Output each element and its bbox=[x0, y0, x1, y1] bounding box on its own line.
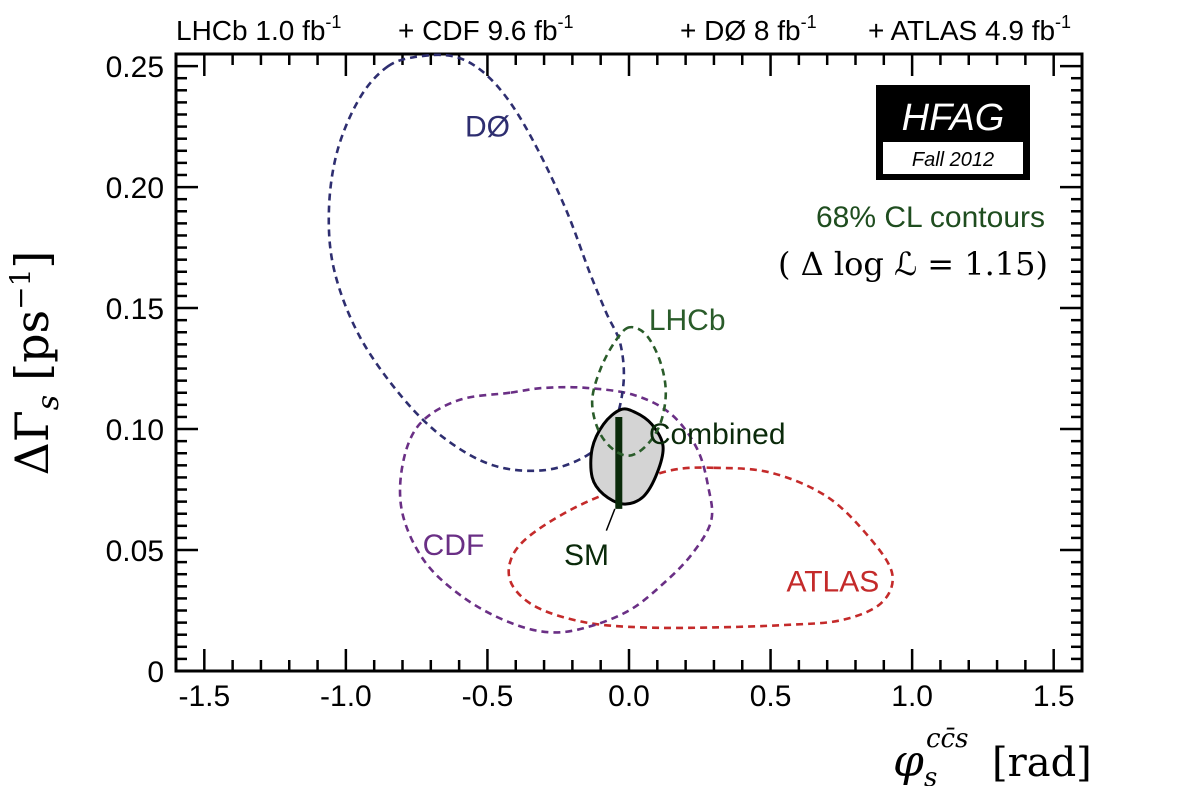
label-sm: SM bbox=[564, 539, 609, 572]
x-tick-label: -1.0 bbox=[320, 680, 372, 713]
x-axis-label: φ s cc̄s [rad] bbox=[893, 724, 1092, 786]
label-combined: Combined bbox=[649, 418, 786, 451]
contour-atlas bbox=[507, 466, 895, 630]
title-part-atlas: + ATLAS 4.9 fb-1 bbox=[868, 12, 1071, 46]
contour-labels: DØ LHCb CDF ATLAS Combined SM bbox=[423, 111, 880, 599]
label-do: DØ bbox=[465, 111, 510, 144]
x-tick-label: 1.0 bbox=[891, 680, 933, 713]
y-label-unit: [ps bbox=[5, 310, 59, 381]
y-tick-labels: 0 0.05 0.10 0.15 0.20 0.25 bbox=[106, 51, 164, 689]
x-tick-label: -0.5 bbox=[462, 680, 514, 713]
title-part-d0: + DØ 8 fb-1 bbox=[680, 12, 817, 46]
x-tick-label: -1.5 bbox=[178, 680, 230, 713]
sm-pointer bbox=[605, 508, 616, 531]
y-label-unit-sup: −1 bbox=[4, 269, 37, 310]
sm-marker bbox=[605, 416, 623, 531]
y-label-sub: s bbox=[31, 395, 66, 410]
y-tick-label: 0.05 bbox=[106, 535, 164, 568]
title-part-lhcb: LHCb 1.0 fb-1 bbox=[176, 12, 341, 46]
y-tick-label: 0.25 bbox=[106, 51, 164, 84]
contour-combined bbox=[589, 407, 665, 506]
hfag-logo-inner bbox=[883, 142, 1023, 174]
x-label-main: φ bbox=[893, 736, 924, 786]
y-tick-label: 0.10 bbox=[106, 414, 164, 447]
y-axis-label: ΔΓs [ps−1] bbox=[4, 251, 66, 476]
x-label-sub: s bbox=[924, 763, 937, 786]
x-tick-labels: -1.5 -1.0 -0.5 0.0 0.5 1.0 1.5 bbox=[178, 680, 1074, 713]
x-label-unit: [rad] bbox=[992, 740, 1092, 786]
hfag-logo-main: HFAG bbox=[902, 97, 1005, 139]
cl-annotation-line2: ( Δ log ℒ = 1.15) bbox=[778, 245, 1048, 283]
hfag-logo: HFAG Fall 2012 bbox=[876, 85, 1030, 180]
label-lhcb: LHCb bbox=[649, 304, 726, 337]
y-tick-label: 0.20 bbox=[106, 172, 164, 205]
y-tick-label: 0.15 bbox=[106, 293, 164, 326]
x-tick-label: 0.0 bbox=[608, 680, 650, 713]
x-tick-label: 1.5 bbox=[1033, 680, 1075, 713]
contour-cdf bbox=[398, 385, 714, 634]
y-tick-label: 0 bbox=[147, 656, 164, 689]
x-tick-label: 0.5 bbox=[750, 680, 792, 713]
label-cdf: CDF bbox=[423, 529, 485, 562]
y-label-main: ΔΓ bbox=[5, 410, 59, 475]
x-label-sup: cc̄s bbox=[926, 724, 968, 754]
cl-annotation-line1: 68% CL contours bbox=[816, 201, 1045, 234]
axis-ticks bbox=[174, 52, 1084, 673]
title-part-cdf: + CDF 9.6 fb-1 bbox=[398, 12, 574, 46]
label-atlas: ATLAS bbox=[786, 565, 879, 598]
y-label-unit-close: ] bbox=[5, 251, 59, 269]
svg-text:ΔΓs[ps−1]: ΔΓs [ps−1] bbox=[4, 251, 66, 476]
chart-title: LHCb 1.0 fb-1 + CDF 9.6 fb-1 + DØ 8 fb-1… bbox=[176, 12, 1071, 46]
contour-lhcb bbox=[590, 325, 668, 458]
hfag-logo-sub: Fall 2012 bbox=[912, 149, 994, 171]
contours bbox=[327, 53, 895, 634]
